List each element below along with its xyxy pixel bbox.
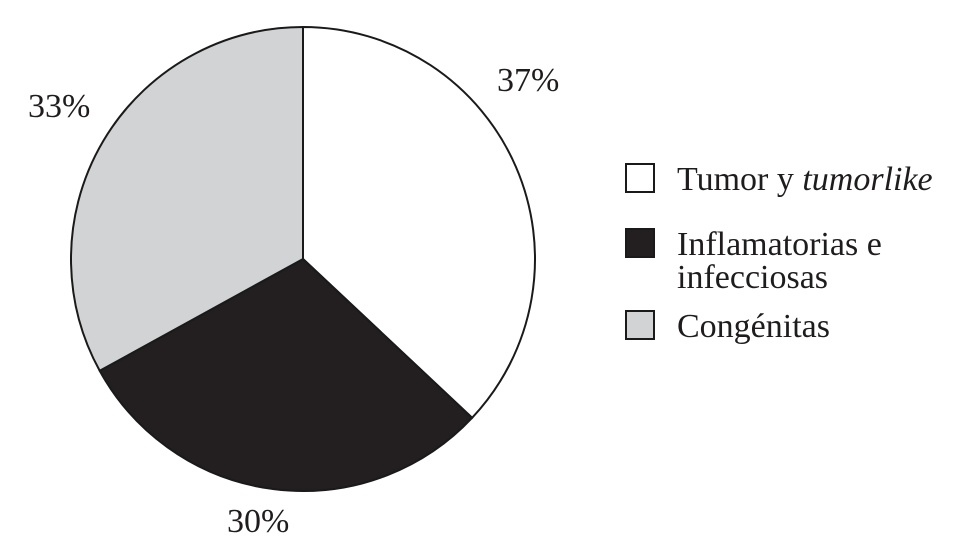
pie-percent-label-congenitas: 33%	[28, 88, 91, 125]
pie-percent-label-inflamatorias: 30%	[227, 503, 290, 540]
pie-slice-0	[302, 25, 536, 420]
legend-swatch-inflamatorias	[625, 228, 655, 258]
legend-label-tumor: Tumor y tumorlike	[677, 161, 958, 198]
legend-label-tumor-italic: tumorlike	[802, 161, 933, 198]
pie-slice-2	[70, 25, 304, 373]
legend-label-congenitas: Congénitas	[677, 308, 830, 345]
pie-percent-label-tumor: 37%	[497, 62, 560, 99]
legend-swatch-tumor	[625, 163, 655, 193]
legend-item-inflamatorias: Inflamatorias e infecciosas	[625, 226, 958, 296]
legend-label-inflamatorias: Inflamatorias e infecciosas	[677, 226, 882, 296]
legend-swatch-congenitas	[625, 310, 655, 340]
legend-item-tumor: Tumor y tumorlike	[625, 161, 958, 198]
pie-slice-1	[98, 257, 474, 492]
legend-label-tumor-text: Tumor y	[677, 161, 803, 198]
legend-item-congenitas: Congénitas	[625, 308, 958, 345]
